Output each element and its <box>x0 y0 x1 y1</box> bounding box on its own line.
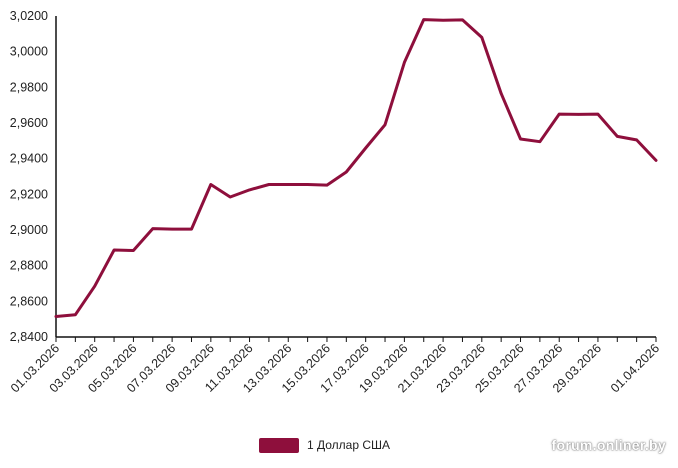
data-point <box>654 159 658 162</box>
data-point <box>499 92 503 95</box>
chart-legend: 1 Доллар США <box>259 436 390 454</box>
y-tick-label: 3,0000 <box>10 45 48 59</box>
data-point <box>635 138 638 142</box>
data-point <box>558 112 561 116</box>
legend-swatch <box>259 437 299 453</box>
data-point <box>209 183 213 186</box>
data-point <box>345 170 348 174</box>
data-point <box>441 19 445 22</box>
data-point <box>616 135 619 138</box>
series-line-usd <box>54 18 658 318</box>
data-point <box>190 227 193 231</box>
series-points <box>54 18 658 318</box>
data-point <box>93 284 96 288</box>
data-point <box>383 123 387 126</box>
data-point <box>287 183 290 186</box>
data-point <box>74 313 77 316</box>
data-point <box>267 183 271 186</box>
data-point <box>306 183 309 186</box>
y-tick-label: 2,8800 <box>10 259 48 273</box>
data-point <box>54 315 58 318</box>
x-axis-ticks <box>55 337 657 342</box>
x-axis-tick-labels: 01.03.202603.03.202605.03.202607.03.2026… <box>8 341 662 395</box>
y-tick-label: 2,9600 <box>10 116 48 130</box>
data-point <box>151 227 154 230</box>
data-point <box>519 137 522 141</box>
y-tick-label: 2,9800 <box>10 80 48 94</box>
data-point <box>461 18 464 22</box>
data-point <box>248 188 251 192</box>
data-point <box>403 61 406 64</box>
data-point <box>538 140 542 143</box>
x-tick-label: 01.04.2026 <box>608 341 662 395</box>
data-point <box>596 112 600 116</box>
legend-label: 1 Доллар США <box>307 438 391 452</box>
y-axis-tick-labels: 2,8400 2,8600 2,8800 2,9000 2,9200 2,9400 2,96… <box>10 9 48 344</box>
data-point <box>577 113 580 116</box>
y-tick-label: 2,8600 <box>10 294 48 308</box>
y-tick-label: 2,9000 <box>10 223 48 237</box>
watermark: forum.onliner.by <box>551 437 666 453</box>
data-point <box>228 195 232 199</box>
y-tick-label: 2,8400 <box>10 330 48 344</box>
data-point <box>364 146 367 150</box>
data-point <box>422 18 425 21</box>
data-point <box>170 227 174 231</box>
data-point <box>480 36 484 39</box>
y-tick-label: 2,9200 <box>10 187 48 201</box>
data-point <box>112 248 116 252</box>
y-tick-label: 3,0200 <box>10 9 48 23</box>
y-tick-label: 2,9400 <box>10 152 48 166</box>
data-point <box>325 183 329 187</box>
data-point <box>132 249 135 252</box>
